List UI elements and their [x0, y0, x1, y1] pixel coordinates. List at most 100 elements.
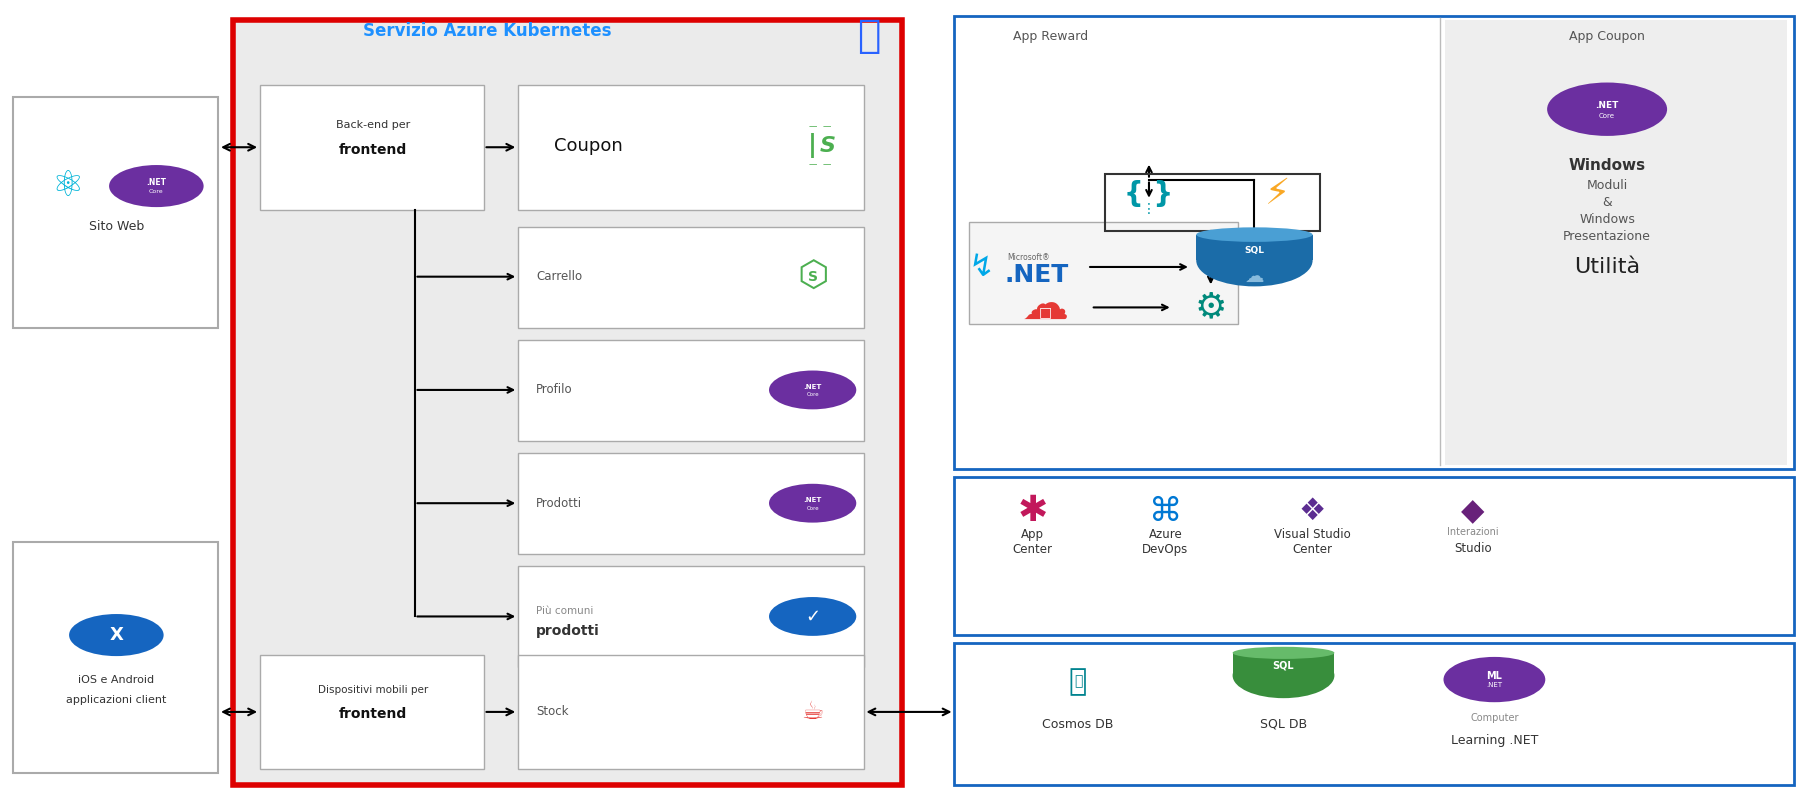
Text: Visual Studio
Center: Visual Studio Center	[1274, 528, 1351, 556]
Text: Azure
DevOps: Azure DevOps	[1142, 528, 1189, 556]
Text: &: &	[1602, 196, 1613, 209]
Text: —: —	[809, 159, 816, 169]
Bar	[1196, 235, 1313, 260]
Circle shape	[769, 597, 856, 636]
Text: Sito Web: Sito Web	[89, 220, 144, 233]
Text: Cosmos DB: Cosmos DB	[1042, 718, 1114, 731]
Text: ⬡: ⬡	[796, 260, 829, 294]
Text: Microsoft®: Microsoft®	[1007, 252, 1051, 262]
Bar	[969, 222, 1238, 324]
Text: Windows: Windows	[1569, 159, 1645, 173]
Text: Coupon: Coupon	[554, 137, 624, 155]
Text: ☕: ☕	[802, 700, 824, 724]
Text: Windows: Windows	[1580, 213, 1634, 226]
Text: ◆: ◆	[1462, 497, 1483, 526]
Text: ⎈: ⎈	[858, 18, 880, 55]
Text: Prodotti: Prodotti	[536, 497, 582, 510]
Circle shape	[1233, 653, 1334, 698]
Text: |: |	[809, 133, 816, 158]
Text: □: □	[1038, 305, 1053, 320]
Text: Studio: Studio	[1454, 542, 1491, 555]
Text: Utilità: Utilità	[1574, 257, 1640, 277]
Text: ⚡: ⚡	[1265, 177, 1291, 211]
Text: —: —	[824, 159, 831, 169]
Text: S: S	[820, 136, 834, 155]
Bar	[233, 20, 902, 785]
Text: Carrello: Carrello	[536, 270, 582, 283]
Text: Profilo: Profilo	[536, 383, 573, 396]
Text: SQL DB: SQL DB	[1260, 718, 1307, 731]
Text: .NET: .NET	[1487, 682, 1502, 688]
Circle shape	[109, 165, 204, 207]
Text: frontend: frontend	[338, 142, 407, 157]
Bar	[954, 16, 1794, 469]
Text: Back-end per: Back-end per	[336, 121, 409, 130]
Text: iOS e Android: iOS e Android	[78, 675, 155, 684]
Bar	[1445, 20, 1787, 465]
Bar	[260, 85, 484, 210]
Circle shape	[769, 484, 856, 523]
Bar	[260, 655, 484, 769]
Text: ML: ML	[1487, 671, 1502, 680]
Bar	[954, 477, 1794, 635]
Circle shape	[1443, 657, 1545, 702]
Text: ☁: ☁	[1245, 267, 1264, 286]
Text: ↯: ↯	[969, 252, 994, 282]
Bar	[518, 340, 864, 441]
Text: .NET: .NET	[804, 497, 822, 503]
Bar	[518, 655, 864, 769]
Text: App Coupon: App Coupon	[1569, 30, 1645, 43]
Text: SQL: SQL	[1273, 661, 1294, 671]
Text: ✓: ✓	[805, 608, 820, 625]
Text: Computer: Computer	[1471, 714, 1518, 723]
Text: Presentazione: Presentazione	[1563, 230, 1651, 243]
Text: Core: Core	[149, 189, 164, 194]
Ellipse shape	[1233, 647, 1334, 659]
Ellipse shape	[1196, 227, 1313, 242]
Text: —: —	[824, 122, 831, 132]
Text: ☁: ☁	[1022, 285, 1069, 330]
Bar	[13, 97, 218, 328]
Text: Dispositivi mobili per: Dispositivi mobili per	[318, 685, 427, 695]
Bar	[518, 85, 864, 210]
Bar	[1233, 653, 1334, 676]
Text: X: X	[109, 626, 124, 644]
Text: App
Center: App Center	[1013, 528, 1053, 556]
Text: prodotti: prodotti	[536, 624, 600, 638]
Bar	[518, 566, 864, 667]
Bar	[954, 643, 1794, 785]
Circle shape	[769, 371, 856, 409]
Circle shape	[1547, 83, 1667, 136]
Text: ⚙: ⚙	[1194, 290, 1227, 324]
Text: .NET: .NET	[145, 178, 167, 188]
Text: Servizio Azure Kubernetes: Servizio Azure Kubernetes	[364, 22, 611, 40]
Text: Interazioni: Interazioni	[1447, 527, 1498, 537]
Bar	[13, 542, 218, 773]
Text: { }: { }	[1124, 180, 1174, 208]
Bar	[518, 453, 864, 554]
Text: Core: Core	[807, 506, 818, 510]
Circle shape	[69, 614, 164, 656]
Text: .NET: .NET	[804, 383, 822, 390]
Text: ⌘: ⌘	[1149, 495, 1182, 527]
Bar	[1105, 174, 1320, 231]
Text: ⋮: ⋮	[1142, 201, 1156, 216]
Text: S: S	[807, 269, 818, 284]
Text: ⭗: ⭗	[1074, 674, 1082, 688]
Text: Più comuni: Più comuni	[536, 606, 594, 616]
Text: ❖: ❖	[1298, 497, 1327, 526]
Text: App Reward: App Reward	[1013, 30, 1089, 43]
Text: Stock: Stock	[536, 705, 569, 718]
Text: ✱: ✱	[1018, 494, 1047, 528]
Text: SQL: SQL	[1244, 246, 1265, 256]
Text: Learning .NET: Learning .NET	[1451, 734, 1538, 747]
Text: —: —	[809, 122, 816, 132]
Text: applicazioni client: applicazioni client	[65, 695, 167, 705]
Text: frontend: frontend	[338, 706, 407, 721]
Text: ⦿: ⦿	[1069, 667, 1087, 696]
Text: Moduli: Moduli	[1587, 179, 1627, 192]
Text: .NET: .NET	[1004, 263, 1069, 287]
Text: Core: Core	[1600, 112, 1614, 119]
Bar	[518, 227, 864, 328]
Text: ⚛: ⚛	[51, 169, 84, 203]
